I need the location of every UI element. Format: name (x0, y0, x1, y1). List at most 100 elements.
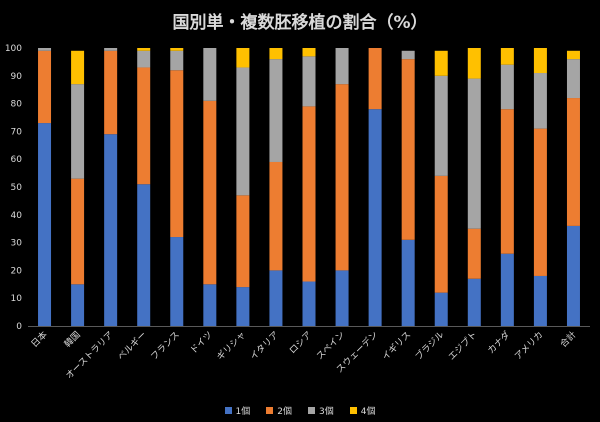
bar-segment (566, 98, 580, 226)
bar-segment (269, 161, 283, 271)
bar-segment (269, 48, 283, 60)
bar-segment (368, 48, 382, 110)
y-tick-label: 80 (11, 100, 23, 110)
x-tick-label: ドイツ (189, 330, 215, 356)
y-tick-label: 40 (11, 211, 23, 221)
bar-segment (170, 50, 184, 71)
legend-item: 1個 (224, 404, 251, 417)
bar-segment (137, 67, 151, 185)
bar-segment (533, 128, 547, 276)
bar-segment (302, 106, 316, 282)
legend-label: 2個 (277, 407, 292, 417)
legend-label: 1個 (235, 407, 251, 417)
bar-segment (566, 50, 580, 60)
bar-segment (203, 100, 217, 285)
bar-segment (38, 48, 52, 51)
bar-segment (170, 48, 184, 51)
bar-segment (566, 59, 580, 99)
bar-segment (401, 239, 415, 326)
bar-segment (137, 48, 151, 51)
legend-swatch (308, 407, 315, 414)
bar-segment (71, 50, 85, 85)
x-tick-label: イギリス (380, 329, 413, 362)
y-tick-label: 90 (11, 72, 23, 82)
bar-segment (302, 281, 316, 326)
y-tick-label: 30 (11, 239, 23, 249)
bar-segment (335, 270, 349, 326)
legend-swatch (266, 407, 274, 414)
x-tick-label: カナダ (485, 329, 513, 357)
bar-segment (533, 48, 547, 74)
bar-segment (71, 84, 85, 179)
bar-segment (269, 59, 283, 162)
bar-segment (434, 75, 448, 176)
bar-segment (236, 287, 250, 326)
bar-segment (401, 50, 415, 60)
bar-segment (467, 78, 481, 229)
x-tick-label: フランス (149, 329, 182, 362)
bar-segment (302, 48, 316, 57)
legend-item: 4個 (349, 404, 376, 417)
x-tick-label: ベルギー (116, 329, 149, 362)
bar-segment (104, 48, 118, 51)
bar-segment (533, 275, 547, 326)
x-tick-label: 合計 (557, 329, 578, 350)
x-tick-label: スペイン (315, 330, 347, 362)
bar-segment (104, 50, 118, 135)
bar-segment (500, 64, 514, 110)
bar-segment (434, 50, 448, 76)
bar-segment (467, 228, 481, 279)
legend: 1個 2個 3個 4個 (0, 404, 600, 417)
bar-segment (500, 253, 514, 326)
bar-segment (137, 184, 151, 326)
bar-segment (500, 109, 514, 254)
legend-label: 4個 (360, 407, 376, 417)
legend-item: 3個 (308, 404, 334, 417)
bar-segment (38, 123, 52, 326)
bar-segment (104, 134, 118, 326)
bar-segment (401, 59, 415, 240)
bar-segment (38, 50, 52, 124)
bar-segment (236, 195, 250, 288)
y-tick-label: 0 (16, 322, 22, 332)
chart-title: 国別単・複数胚移植の割合（%） (172, 13, 428, 33)
bar-segment (170, 70, 184, 238)
bar-segment (302, 56, 316, 107)
bar-segment (467, 48, 481, 79)
bar-segment (137, 50, 151, 68)
y-tick-label: 50 (11, 183, 23, 193)
bar-segment (269, 270, 283, 326)
bar-segment (335, 84, 349, 271)
bar-segment (203, 48, 217, 101)
bar-segment (71, 284, 85, 326)
bar-segment (500, 48, 514, 65)
y-tick-label: 10 (11, 294, 23, 304)
bar-segment (335, 48, 349, 85)
bar-segment (170, 237, 184, 326)
bar-segment (71, 178, 85, 285)
legend-label: 3個 (319, 407, 334, 417)
legend-swatch (349, 407, 357, 414)
legend-swatch (224, 407, 232, 414)
x-tick-label: ギリシャ (215, 329, 248, 362)
bars (38, 48, 580, 326)
bar-segment (236, 67, 250, 196)
bar-segment (467, 278, 481, 326)
x-tick-label: ブラジル (413, 329, 447, 363)
bar-segment (203, 284, 217, 326)
x-tick-label: エジプト (446, 329, 479, 362)
legend-item: 2個 (266, 404, 292, 417)
x-tick-label: アメリカ (513, 329, 546, 362)
y-tick-label: 60 (11, 155, 23, 165)
bar-segment (434, 292, 448, 326)
x-tick-label: ロシア (288, 330, 314, 356)
bar-segment (533, 73, 547, 129)
bar-segment (566, 225, 580, 326)
x-tick-label: イタリア (248, 329, 281, 362)
x-tick-label: 日本 (28, 329, 49, 350)
bar-segment (434, 175, 448, 293)
y-tick-label: 70 (11, 127, 23, 137)
